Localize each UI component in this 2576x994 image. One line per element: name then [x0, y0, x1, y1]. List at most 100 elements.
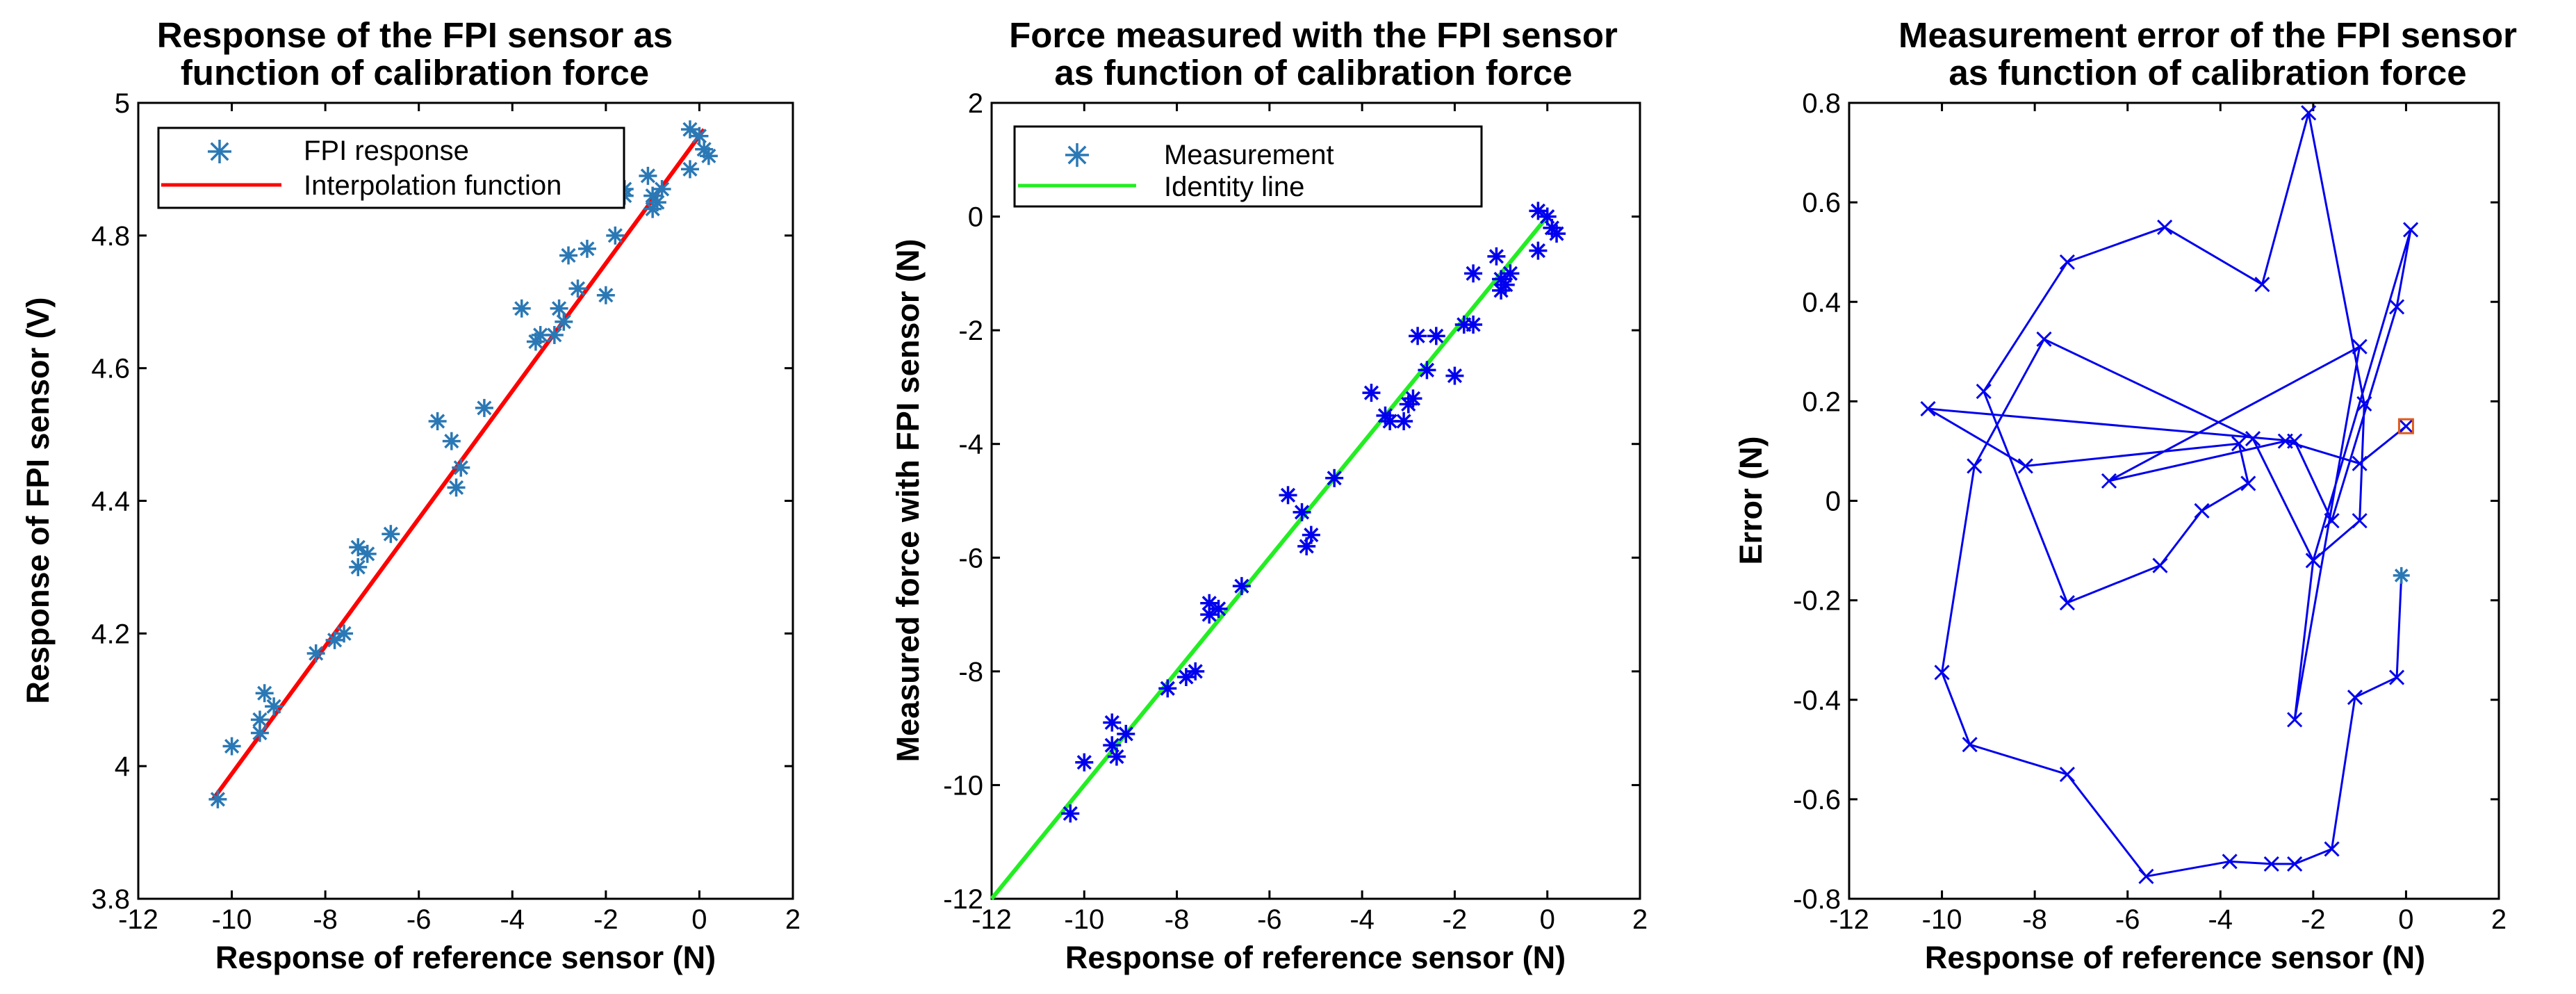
- data-point: [1464, 315, 1483, 334]
- x-tick-label: 2: [785, 904, 801, 935]
- error-path-line: [1927, 112, 2412, 878]
- error-point: [1962, 737, 1978, 753]
- y-tick-label: 0.2: [1802, 386, 1841, 417]
- chart2-legend-box: [1013, 125, 1483, 208]
- chart-fpi-response: Response of the FPI sensor as function o…: [20, 15, 801, 975]
- chart1-xlabel: Response of reference sensor (N): [215, 940, 716, 975]
- x-tick-label: -10: [1922, 904, 1962, 935]
- error-point: [2352, 339, 2368, 355]
- y-tick-label: 0.8: [1802, 88, 1841, 119]
- chart3-ylabel: Error (N): [1733, 436, 1769, 564]
- data-point: [1158, 679, 1177, 698]
- x-tick-label: -2: [2301, 904, 2326, 935]
- chart3-xlabel: Response of reference sensor (N): [1925, 940, 2425, 975]
- error-point: [2157, 219, 2173, 235]
- y-tick-label: 5: [115, 88, 130, 119]
- data-point: [1232, 577, 1251, 596]
- x-tick-label: 0: [1540, 904, 1555, 935]
- chart1-legend-label-response: FPI response: [304, 136, 469, 166]
- y-tick-label: 3.8: [91, 884, 130, 915]
- data-point: [1427, 327, 1445, 345]
- data-point: [1445, 366, 1464, 385]
- data-point: [1209, 599, 1228, 618]
- error-point: [2356, 396, 2372, 412]
- data-point: [1117, 724, 1135, 743]
- data-point: [325, 630, 344, 649]
- chart2-axes-box: [990, 101, 1641, 900]
- error-point: [2305, 553, 2321, 569]
- error-point: [2059, 595, 2075, 611]
- data-point: [208, 790, 227, 808]
- data-point: [1075, 753, 1094, 772]
- error-end-point: [2397, 418, 2414, 434]
- chart1-legend-box: [157, 127, 625, 209]
- data-point: [447, 478, 466, 497]
- error-point: [2287, 712, 2303, 728]
- x-tick-label: -10: [212, 904, 252, 935]
- data-point: [428, 412, 447, 430]
- data-point: [335, 624, 354, 643]
- y-tick-label: -4: [958, 430, 983, 460]
- x-tick-label: 2: [1632, 904, 1648, 935]
- x-tick-label: -8: [2022, 904, 2047, 935]
- data-point: [555, 312, 573, 331]
- y-tick-label: -0.4: [1793, 685, 1841, 716]
- data-point: [1501, 264, 1520, 283]
- y-tick-label: 4.4: [91, 487, 130, 517]
- y-tick-label: -2: [958, 316, 983, 346]
- error-point: [2059, 767, 2075, 783]
- chart1-axes-box: [137, 101, 794, 900]
- data-point: [1200, 605, 1219, 624]
- error-point: [1934, 665, 1950, 681]
- error-point: [2017, 458, 2033, 474]
- error-point: [2403, 222, 2419, 238]
- data-point: [1176, 668, 1195, 687]
- error-point: [1920, 401, 1936, 417]
- error-point: [2347, 690, 2363, 706]
- x-tick-label: -8: [313, 904, 338, 935]
- data-point: [1418, 361, 1436, 380]
- x-tick-label: -10: [1064, 904, 1104, 935]
- error-point: [2059, 254, 2075, 270]
- error-point: [2324, 513, 2340, 529]
- data-point: [559, 246, 578, 265]
- x-tick-label: -4: [2208, 904, 2233, 935]
- data-point: [680, 120, 699, 139]
- data-point: [1186, 662, 1205, 681]
- error-point: [1976, 384, 1992, 400]
- data-point: [349, 557, 368, 576]
- chart-measurement-error: Measurement error of the FPI sensor as f…: [1733, 15, 2517, 975]
- error-point: [2324, 841, 2340, 857]
- y-tick-label: 4: [115, 751, 130, 782]
- x-tick-label: 0: [691, 904, 707, 935]
- y-tick-label: -8: [958, 657, 983, 687]
- chart1-title-line2: function of calibration force: [181, 53, 649, 92]
- x-tick-label: -6: [1257, 904, 1282, 935]
- y-tick-label: 0.4: [1802, 287, 1841, 318]
- x-tick-label: -12: [1829, 904, 1869, 935]
- data-point: [306, 644, 325, 662]
- data-point: [1409, 327, 1427, 345]
- y-tick-label: -0.2: [1793, 586, 1841, 617]
- error-start-point: [2393, 567, 2410, 584]
- error-point: [2287, 856, 2303, 872]
- x-tick-label: -6: [407, 904, 432, 935]
- chart2-legend-label-identity: Identity line: [1164, 172, 1304, 202]
- data-point: [1103, 713, 1122, 732]
- data-point: [1061, 804, 1080, 823]
- y-tick-label: 4.8: [91, 221, 130, 252]
- error-point: [2389, 669, 2405, 685]
- chart2-title-line1: Force measured with the FPI sensor: [1009, 15, 1618, 55]
- error-point: [2352, 455, 2368, 471]
- data-point: [577, 239, 596, 258]
- data-point: [690, 127, 709, 145]
- data-point: [349, 538, 368, 557]
- y-tick-label: -10: [943, 770, 983, 801]
- data-point: [653, 180, 671, 199]
- error-point: [2398, 418, 2414, 434]
- chart1-legend-label-interpolation: Interpolation function: [304, 170, 561, 201]
- x-tick-label: 2: [2491, 904, 2507, 935]
- data-point: [265, 697, 284, 716]
- data-point: [1302, 525, 1320, 544]
